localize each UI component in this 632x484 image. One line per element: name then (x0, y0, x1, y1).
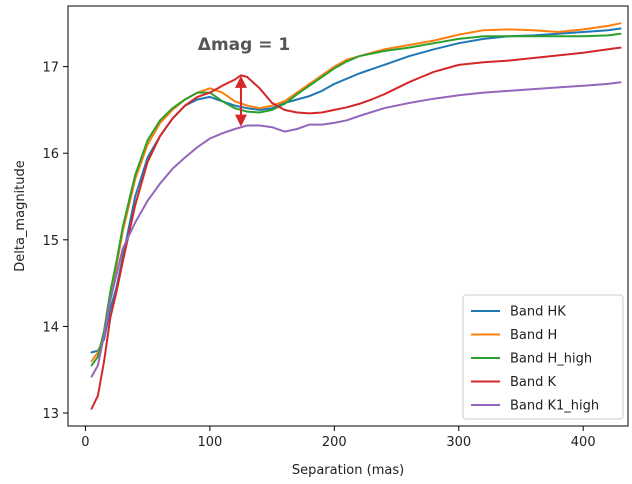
x-tick-label: 400 (571, 435, 596, 450)
y-tick-label: 13 (42, 407, 59, 422)
y-tick-label: 14 (42, 320, 59, 335)
legend-box (462, 294, 624, 420)
y-axis-label: Delta_magnitude (13, 160, 28, 272)
plot-frame (67, 5, 629, 427)
legend-label: Band HK (510, 305, 566, 320)
x-tick-label: 200 (322, 435, 347, 450)
legend-label: Band K (510, 375, 557, 390)
x-tick-label: 100 (197, 435, 222, 450)
x-axis-ticks: 0 100 200 300 400 (81, 426, 596, 450)
legend-label: Band H_high (510, 352, 592, 367)
y-tick-label: 16 (42, 147, 59, 162)
delta-mag-label: Δmag = 1 (198, 35, 290, 55)
series-line-band-hk (90, 27, 622, 354)
series-layer (90, 22, 622, 410)
legend: Band HK Band H Band H_high Band K Band K1_hi… (462, 294, 624, 420)
y-axis-ticks: 13 14 15 16 17 (42, 61, 68, 422)
series-line-band-k1-high (90, 81, 622, 378)
y-tick-label: 17 (42, 61, 59, 76)
legend-label: Band K1_high (510, 399, 599, 414)
y-tick-label: 15 (42, 234, 59, 249)
series-line-band-k (90, 46, 622, 410)
delta-mag-annotation: Δmag = 1 (198, 35, 290, 127)
x-axis-label: Separation (mas) (292, 463, 404, 478)
x-tick-label: 0 (81, 435, 89, 450)
series-line-band-h (90, 22, 622, 363)
x-tick-label: 300 (446, 435, 471, 450)
legend-label: Band H (510, 328, 557, 343)
